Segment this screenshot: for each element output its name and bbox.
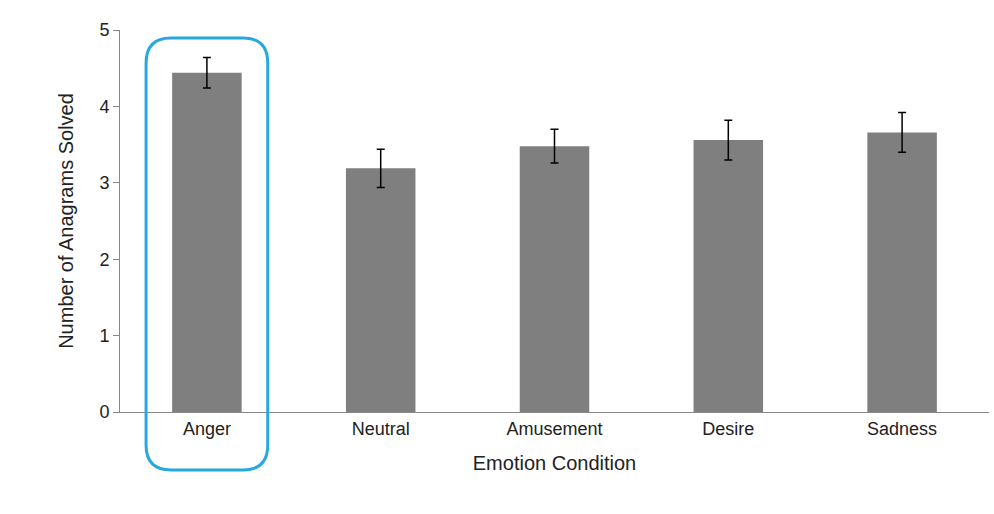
svg-text:4: 4	[99, 97, 109, 117]
svg-text:Desire: Desire	[702, 419, 754, 439]
svg-text:Emotion Condition: Emotion Condition	[473, 452, 636, 474]
svg-text:0: 0	[99, 402, 109, 422]
svg-text:Number of Anagrams Solved: Number of Anagrams Solved	[55, 93, 77, 349]
svg-text:3: 3	[99, 173, 109, 193]
svg-text:Sadness: Sadness	[867, 419, 937, 439]
svg-text:Neutral: Neutral	[352, 419, 410, 439]
svg-text:2: 2	[99, 250, 109, 270]
svg-text:1: 1	[99, 326, 109, 346]
svg-text:Anger: Anger	[183, 419, 231, 439]
svg-text:5: 5	[99, 20, 109, 40]
svg-text:Amusement: Amusement	[506, 419, 602, 439]
